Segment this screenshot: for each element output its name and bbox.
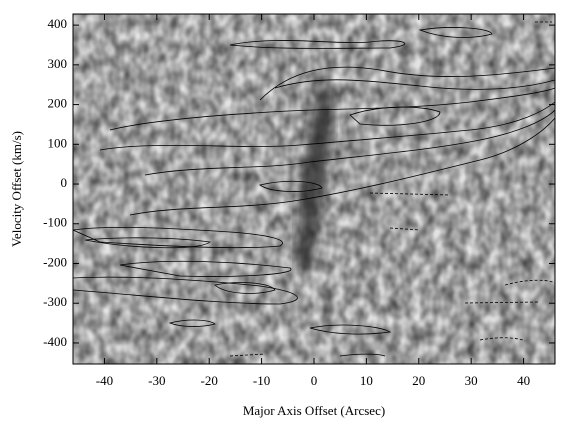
y-tick-label: 200: [48, 96, 68, 111]
y-tick-label: 100: [48, 135, 68, 150]
x-tick-label: -10: [253, 373, 270, 388]
contour: [144, 109, 555, 176]
y-tick-label: 400: [48, 16, 68, 31]
x-tick-label: 20: [412, 373, 425, 388]
x-tick-label: 30: [465, 373, 478, 388]
contour: [274, 79, 555, 90]
contour: [73, 226, 283, 249]
y-tick-label: -200: [43, 254, 67, 269]
x-tick-label: 10: [360, 373, 373, 388]
contour-negative: [504, 279, 555, 286]
contour: [109, 87, 555, 131]
contour-negative: [369, 192, 451, 196]
contour: [84, 237, 211, 249]
x-axis-title: Major Axis Offset (Arcsec): [243, 403, 385, 418]
contour: [73, 276, 298, 305]
contour: [99, 101, 555, 151]
contour: [119, 260, 292, 277]
x-tick-label: -30: [148, 373, 165, 388]
contour: [339, 353, 386, 357]
y-tick-label: -400: [43, 334, 67, 349]
contour: [259, 66, 555, 101]
contour: [214, 282, 276, 294]
contour-negative: [464, 301, 541, 304]
x-tick-label: -40: [96, 373, 113, 388]
y-tick-label: 300: [48, 56, 68, 71]
contour: [229, 40, 405, 49]
y-axis-title: Velocity Offset (km/s): [9, 131, 24, 247]
image-layer: [73, 14, 555, 364]
contours: [73, 21, 555, 357]
y-tick-label: -300: [43, 294, 67, 309]
contour: [129, 117, 555, 216]
contour: [309, 324, 392, 335]
x-tick-label: 0: [311, 373, 318, 388]
y-tick-label: -100: [43, 215, 67, 230]
x-tick-label: -20: [201, 373, 218, 388]
contour: [259, 180, 323, 192]
x-tick-label: 40: [517, 373, 530, 388]
contour-negative: [229, 353, 266, 357]
contour: [349, 106, 441, 126]
contour: [168, 319, 216, 327]
y-tick-label: 0: [61, 175, 68, 190]
contour-negative: [389, 227, 421, 231]
contour: [418, 27, 493, 38]
emission-streak: [296, 85, 334, 270]
